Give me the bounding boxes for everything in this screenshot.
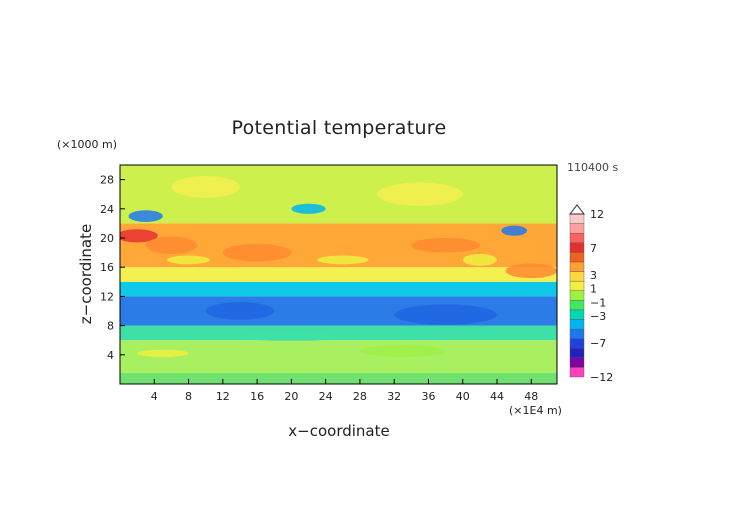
field-blob xyxy=(501,225,528,236)
colorbar-swatch xyxy=(569,300,585,311)
colorbar-label: −3 xyxy=(590,310,606,323)
colorbar-swatch xyxy=(569,232,585,243)
x-tick-label: 44 xyxy=(490,390,504,403)
field-blob xyxy=(411,238,480,253)
colorbar-swatch xyxy=(569,328,585,339)
x-tick-label: 24 xyxy=(319,390,333,403)
band-green xyxy=(120,373,557,384)
colorbar-swatch xyxy=(569,367,585,378)
colorbar-label: 12 xyxy=(590,208,604,221)
colorbar-swatch xyxy=(569,242,585,253)
x-axis-title: x−coordinate xyxy=(288,422,389,440)
colorbar-swatch xyxy=(569,280,585,291)
colorbar-swatch xyxy=(569,357,585,368)
x-units-note: (×1E4 m) xyxy=(509,404,562,417)
x-tick-label: 8 xyxy=(185,390,192,403)
colorbar-swatch xyxy=(569,252,585,263)
y-axis-title: z−coordinate xyxy=(77,224,95,324)
plot-frame xyxy=(119,164,558,385)
field-blob xyxy=(222,243,292,262)
field-blob xyxy=(462,254,498,266)
colorbar-swatch xyxy=(569,290,585,301)
field-blob xyxy=(239,332,343,341)
field-blob xyxy=(171,175,240,198)
y-units-note: (×1000 m) xyxy=(57,138,117,151)
colorbar-label: 1 xyxy=(590,283,597,296)
time-label: 110400 s xyxy=(567,161,618,174)
y-tick-label: 8 xyxy=(107,320,114,333)
x-tick-label: 20 xyxy=(284,390,298,403)
field-blob xyxy=(377,182,463,206)
x-tick-label: 48 xyxy=(524,390,538,403)
band-light-green xyxy=(120,340,557,374)
band-cyan-green xyxy=(120,325,557,341)
field-blob xyxy=(359,345,446,357)
colorbar-swatch xyxy=(569,271,585,282)
field-blob xyxy=(137,349,189,357)
colorbar-swatch xyxy=(569,348,585,359)
x-tick-label: 40 xyxy=(456,390,470,403)
colorbar-label: 7 xyxy=(590,242,597,255)
field-blob xyxy=(291,203,326,214)
field-blob xyxy=(317,255,369,265)
field-blob xyxy=(167,255,210,265)
band-cyan xyxy=(120,281,557,297)
y-axis: 4 8 12 16 20 24 28 xyxy=(100,174,125,362)
x-tick-label: 28 xyxy=(353,390,367,403)
colorbar-swatch xyxy=(569,338,585,349)
colorbar-swatch xyxy=(569,261,585,272)
heatmap-field xyxy=(120,165,557,384)
colorbar-max-arrow xyxy=(568,204,586,215)
colorbar-swatch xyxy=(569,223,585,234)
colorbar-label: −12 xyxy=(590,371,613,384)
colorbar-label: −7 xyxy=(590,337,606,350)
band-yellow xyxy=(120,267,557,282)
y-tick-label: 20 xyxy=(100,232,114,245)
y-tick-label: 12 xyxy=(100,290,114,303)
x-tick-label: 36 xyxy=(421,390,435,403)
field-blob xyxy=(145,236,198,255)
field-blob xyxy=(184,223,228,238)
x-tick-label: 12 xyxy=(216,390,230,403)
y-tick-label: 16 xyxy=(100,261,114,274)
field-blob xyxy=(325,234,429,249)
x-tick-label: 16 xyxy=(250,390,264,403)
y-tick-label: 24 xyxy=(100,203,114,216)
field-blob xyxy=(120,229,158,243)
field-blob xyxy=(505,263,557,279)
y-tick-label: 28 xyxy=(100,174,114,187)
chart-title: Potential temperature xyxy=(231,117,446,139)
field-blob xyxy=(394,304,498,325)
x-tick-label: 32 xyxy=(387,390,401,403)
colorbar-swatch xyxy=(569,309,585,320)
x-axis: 4 8 12 16 20 24 28 32 36 40 44 48 xyxy=(151,379,538,403)
y-tick-label: 4 xyxy=(107,349,114,362)
colorbar-label: 3 xyxy=(590,269,597,282)
x-tick-label: 4 xyxy=(151,390,158,403)
field-blob xyxy=(128,210,163,222)
field-blob xyxy=(205,302,275,320)
colorbar-swatch xyxy=(569,319,585,330)
colorbar-swatch xyxy=(569,213,585,224)
colorbar-label: −1 xyxy=(590,296,606,309)
colorbar: 12 7 31−1−3 −7 −12 xyxy=(568,204,613,384)
